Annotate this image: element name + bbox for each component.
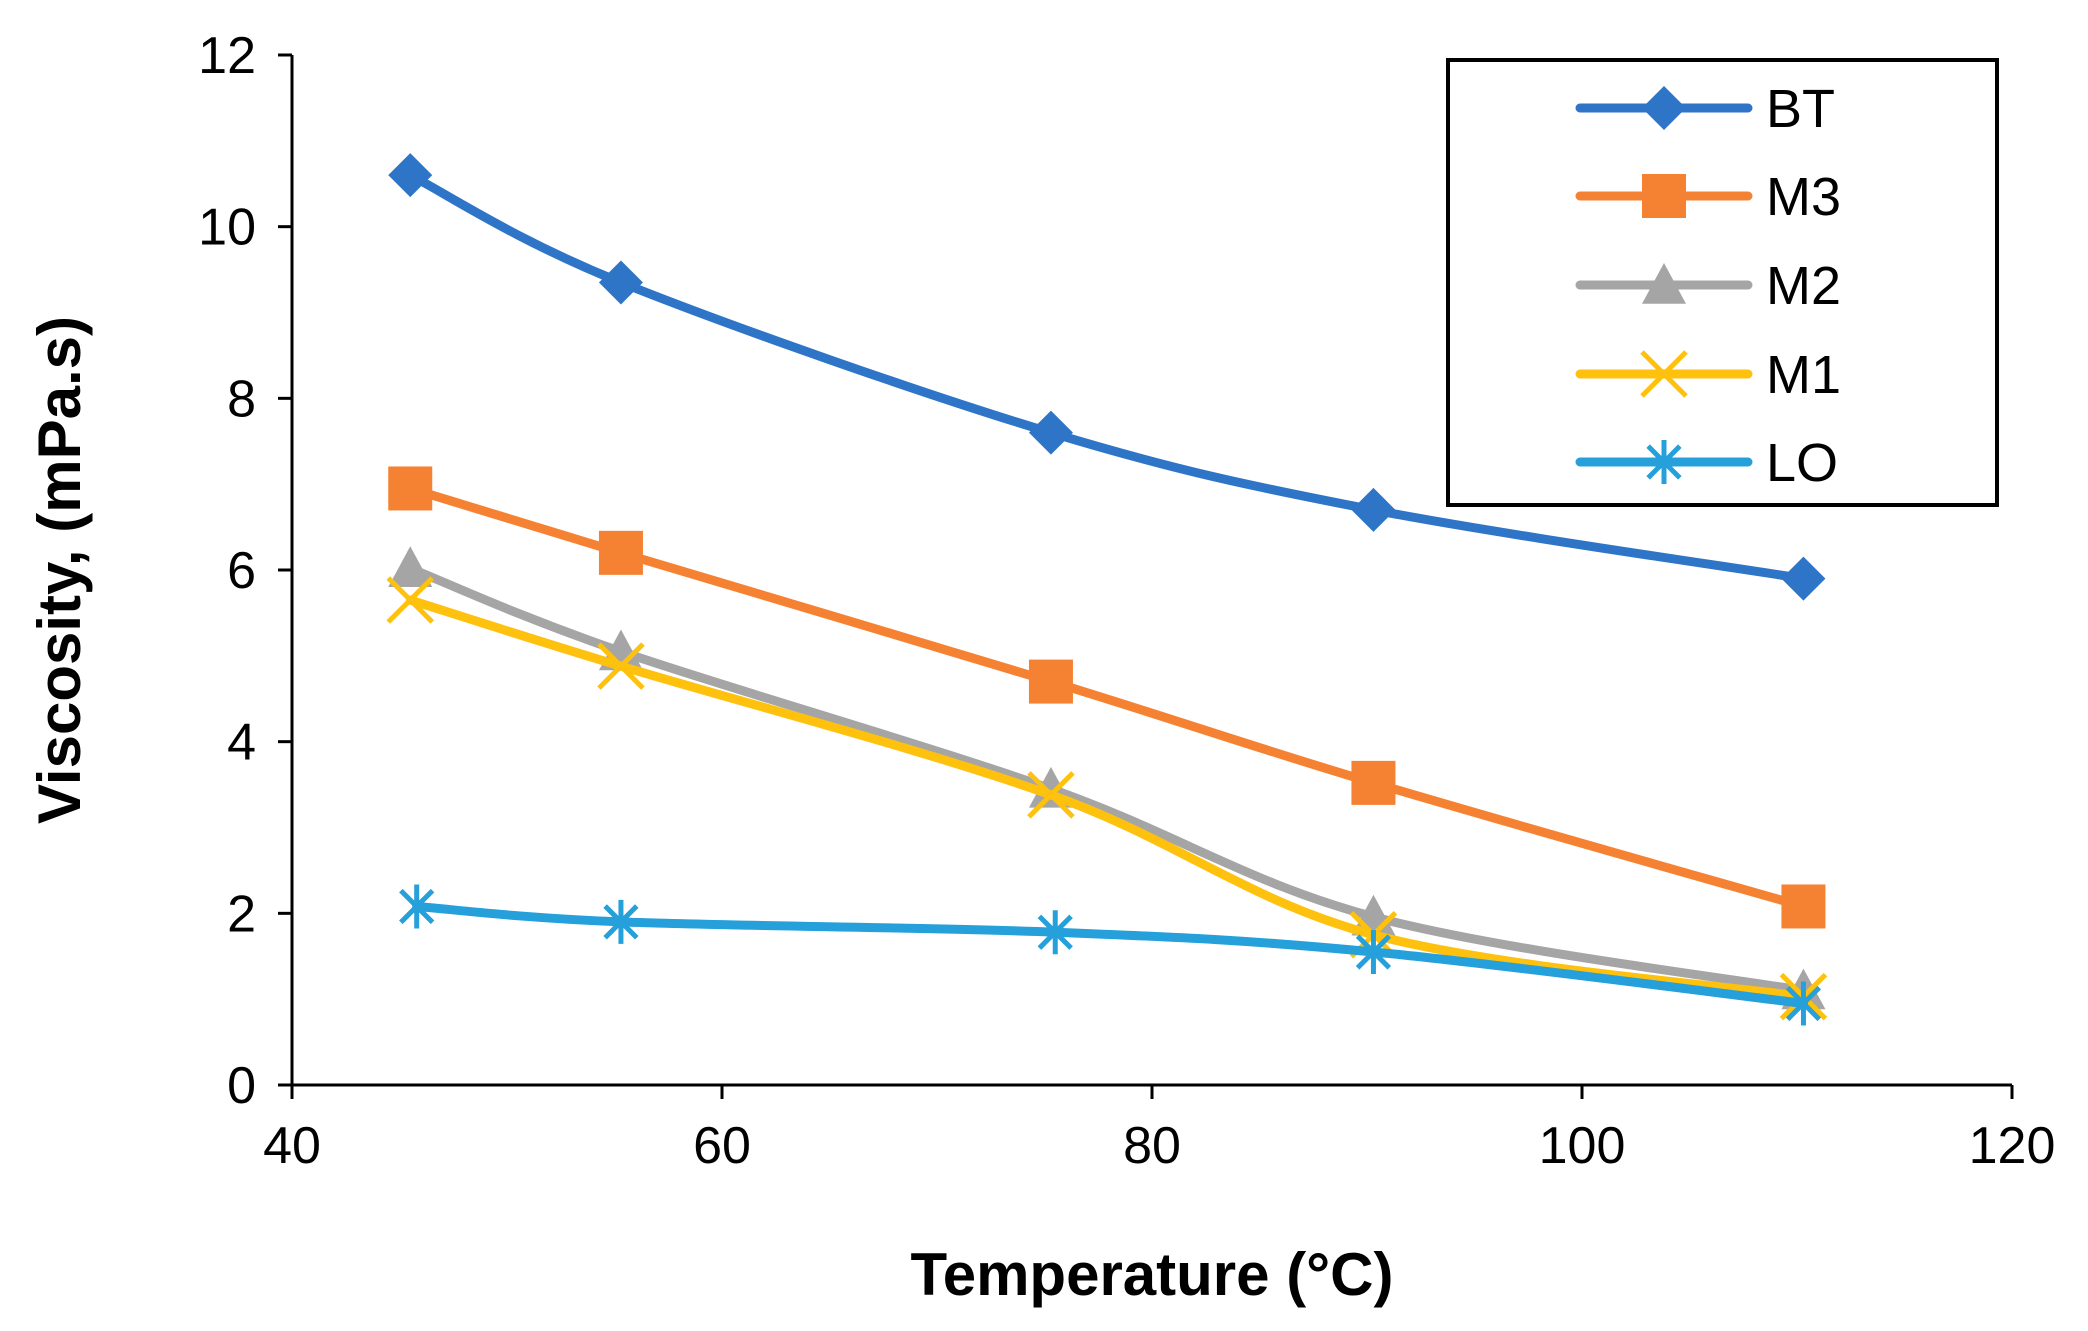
y-tick-label: 10: [198, 199, 256, 257]
data-point-m1: [1027, 771, 1075, 819]
series-layer: [386, 153, 1828, 1026]
data-point-m3: [598, 530, 643, 575]
x-tick-label: 80: [1123, 1117, 1181, 1175]
legend-marker: [1642, 174, 1686, 218]
y-tick-label: 8: [227, 370, 256, 428]
data-point-lo: [1037, 910, 1073, 955]
x-tick-label: 40: [263, 1117, 321, 1175]
y-axis-ticks: 0 2 4 6 8 10 12: [198, 27, 292, 1115]
data-point-bt: [1781, 556, 1826, 601]
y-tick-label: 0: [227, 1057, 256, 1115]
data-point-bt: [1351, 487, 1396, 532]
legend-label: M2: [1766, 256, 1841, 316]
x-tick-label: 120: [1969, 1117, 2056, 1175]
legend-marker: [1646, 440, 1682, 484]
legend-entry-m1: M1: [1575, 345, 1841, 405]
data-point-m1: [597, 642, 645, 690]
data-point-m1: [386, 576, 435, 624]
data-point-m3: [1351, 760, 1396, 805]
series-line-m1: [405, 595, 1808, 1002]
data-point-lo: [1785, 981, 1822, 1026]
y-tick-label: 6: [227, 542, 256, 600]
data-point-bt: [1028, 410, 1073, 455]
series-m3: [388, 466, 1826, 929]
legend-marker: [1642, 86, 1686, 130]
data-point-m3: [1781, 884, 1826, 929]
y-axis-title: Viscosity, (mPa.s): [26, 316, 93, 824]
legend-marker: [1640, 350, 1688, 398]
legend-entry-m2: M2: [1575, 256, 1841, 316]
legend-label: M1: [1766, 345, 1841, 405]
data-point-bt: [388, 153, 433, 198]
x-axis-ticks: 40 60 80 100 120: [263, 1085, 2055, 1175]
x-tick-label: 100: [1539, 1117, 1626, 1175]
legend-label: BT: [1766, 79, 1835, 139]
legend-entry-m3: M3: [1575, 167, 1841, 227]
y-tick-label: 4: [227, 714, 256, 772]
legend-entry-bt: BT: [1575, 79, 1835, 139]
data-point-m3: [1028, 659, 1073, 704]
series-line-lo: [412, 901, 1808, 1008]
legend-entry-lo: LO: [1575, 433, 1838, 493]
series-lo: [399, 884, 1822, 1026]
data-point-lo: [399, 884, 435, 929]
legend: BT M3 M2 M1 LO: [1446, 58, 1999, 507]
data-point-bt: [598, 260, 643, 305]
legend-label: M3: [1766, 167, 1841, 227]
y-tick-label: 12: [198, 27, 256, 85]
x-axis-title: Temperature (°C): [911, 1241, 1394, 1308]
data-point-lo: [603, 899, 639, 944]
y-tick-label: 2: [227, 885, 256, 943]
x-tick-label: 60: [693, 1117, 751, 1175]
data-point-m3: [388, 466, 433, 511]
data-point-lo: [1355, 929, 1392, 974]
data-point-m2: [388, 546, 433, 587]
series-bt: [388, 153, 1826, 601]
legend-marker: [1642, 263, 1686, 304]
legend-label: LO: [1766, 433, 1838, 493]
